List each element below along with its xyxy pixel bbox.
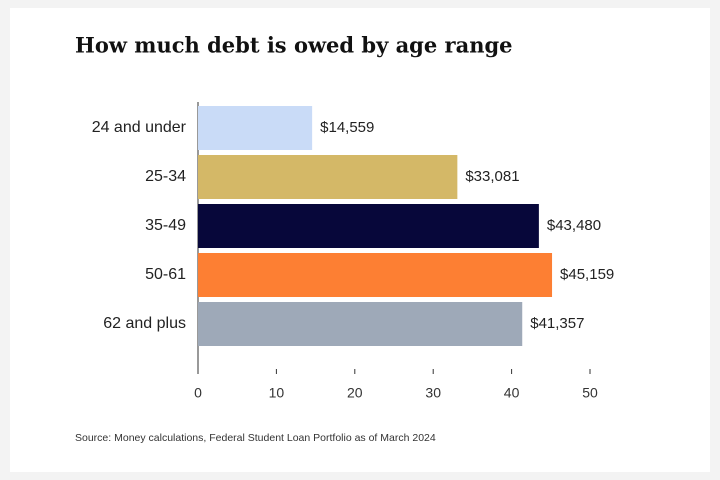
x-tick-label: 40 [504, 385, 520, 401]
value-label: $43,480 [547, 217, 601, 234]
bar [198, 155, 458, 199]
value-label: $41,357 [530, 315, 584, 332]
bar [198, 302, 523, 346]
x-tick-label: 10 [269, 385, 285, 401]
x-tick-label: 20 [347, 385, 363, 401]
x-tick-label: 50 [582, 385, 598, 401]
chart-title: How much debt is owed by age range [75, 33, 513, 58]
y-tick-label: 25-34 [145, 168, 186, 185]
bar [198, 204, 539, 248]
y-tick-label: 35-49 [145, 217, 186, 234]
value-label: $33,081 [465, 168, 519, 185]
value-label: $45,159 [560, 266, 614, 283]
bar [198, 106, 313, 150]
y-tick-label: 50-61 [145, 266, 186, 283]
bar [198, 253, 553, 297]
y-tick-label: 62 and plus [103, 315, 186, 332]
x-tick-label: 0 [194, 385, 202, 401]
x-tick-label: 30 [425, 385, 441, 401]
source-note: Source: Money calculations, Federal Stud… [75, 432, 436, 444]
value-label: $14,559 [320, 119, 374, 136]
y-tick-label: 24 and under [92, 119, 187, 136]
